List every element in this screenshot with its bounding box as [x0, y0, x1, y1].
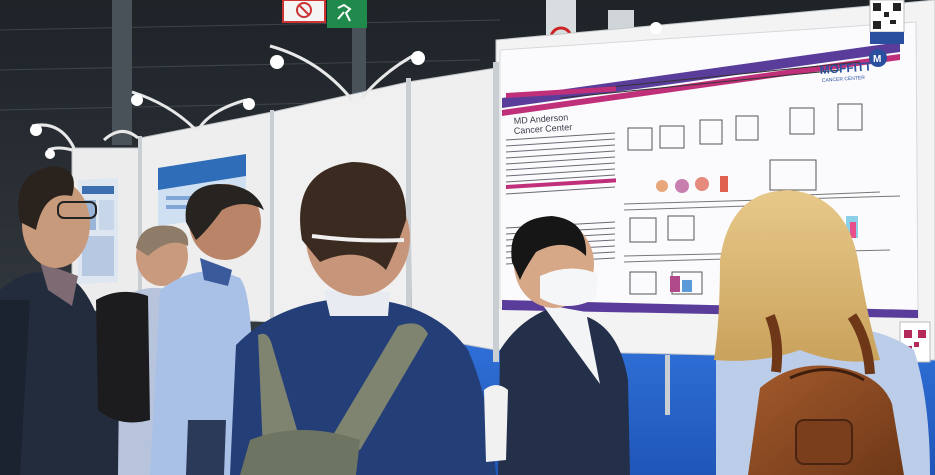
poster-logo-right-sub: CANCER CENTER	[822, 75, 866, 84]
person-curly-hair	[230, 162, 496, 475]
person-background-white-shirt	[484, 385, 508, 462]
face-mask	[540, 268, 598, 306]
moffitt-logo-letter: M	[873, 54, 881, 65]
person-blonde-woman	[714, 190, 930, 475]
poster-logo-left: MD Anderson	[513, 112, 568, 126]
moffitt-logo-mark	[869, 49, 887, 67]
exit-sign	[282, 0, 367, 28]
person-blue-shirt	[150, 184, 264, 475]
qr-code	[869, 0, 905, 44]
poster-logo-right: MOFFITT	[819, 59, 873, 77]
poster-logo-left-sub: Cancer Center	[513, 122, 572, 136]
lamp-heads	[30, 22, 662, 159]
hall-pillar	[112, 0, 132, 145]
person-masked-man	[498, 216, 630, 475]
brown-backpack	[748, 313, 904, 475]
